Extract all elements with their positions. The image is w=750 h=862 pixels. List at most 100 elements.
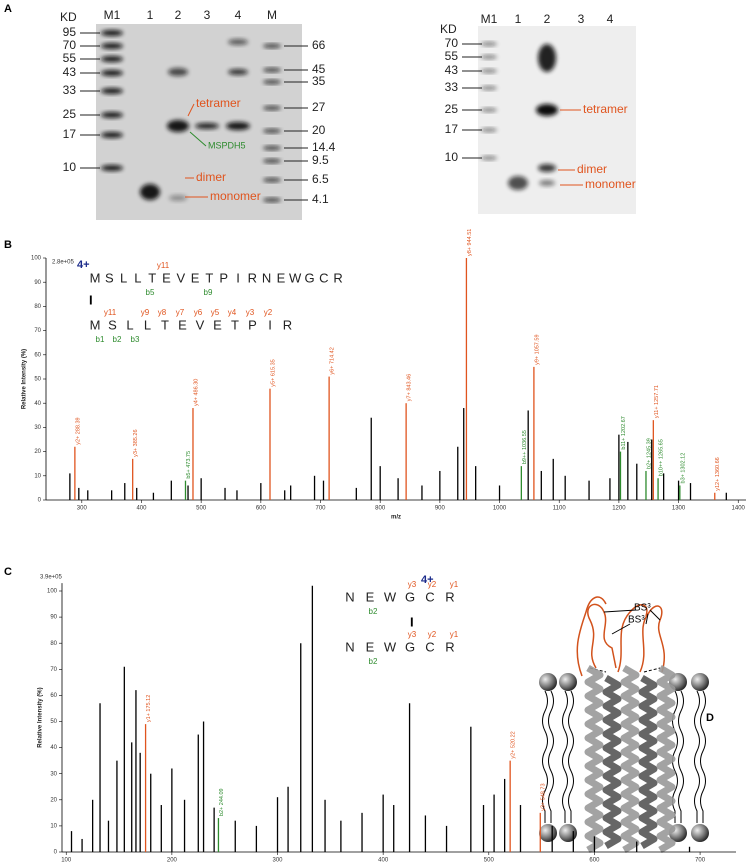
peak-label: y6+ 714.42 — [330, 347, 336, 374]
x-tick-label: 1000 — [493, 506, 507, 512]
residue: E — [178, 317, 187, 332]
gel-band — [481, 42, 497, 46]
marker-label: 25 — [63, 107, 77, 121]
marker-label: 43 — [445, 63, 459, 77]
y-ion: y7 — [176, 308, 185, 317]
lane-label: 1 — [515, 12, 522, 26]
residue: W — [289, 270, 302, 285]
y-ion: y2 — [428, 630, 437, 639]
lipid-tail — [562, 690, 568, 823]
y-ion: y2 — [264, 308, 273, 317]
loop — [576, 596, 607, 677]
peak-label: b11+ 1202.67 — [621, 416, 627, 449]
marker-label: 17 — [445, 122, 459, 136]
gel-band — [538, 44, 556, 72]
y-ion: y3 — [408, 580, 417, 589]
gel-band — [167, 120, 189, 132]
gel-band — [481, 86, 497, 90]
bs3-label: BS³ — [634, 603, 651, 614]
residue: E — [191, 270, 200, 285]
gel-band — [539, 180, 555, 186]
annotation: dimer — [196, 170, 226, 184]
peak-label: b10++ 1265.65 — [659, 439, 665, 476]
residue: R — [333, 270, 342, 285]
residue: R — [248, 270, 257, 285]
marker-label: 33 — [63, 83, 77, 97]
loop — [587, 603, 617, 669]
gel-band — [481, 108, 497, 112]
residue: R — [445, 589, 454, 604]
residue: E — [277, 270, 286, 285]
y-tick-label: 60 — [50, 693, 57, 699]
gel-band — [263, 178, 281, 182]
crosslink-label: I — [89, 292, 93, 307]
residue: T — [148, 270, 156, 285]
x-tick-label: 600 — [589, 858, 600, 862]
gel-band — [263, 129, 281, 133]
y-tick-label: 0 — [38, 498, 42, 504]
residue: R — [283, 317, 292, 332]
lipid-head — [559, 824, 577, 842]
lane-label: 1 — [147, 8, 154, 22]
x-tick-label: 500 — [484, 858, 495, 862]
residue: V — [196, 317, 205, 332]
gel-band — [140, 184, 160, 200]
residue: L — [120, 270, 127, 285]
residue: W — [384, 639, 397, 654]
b-ion: b2 — [369, 607, 378, 616]
annotation: monomer — [585, 177, 636, 191]
scale-label: 2.8e+05 — [52, 260, 75, 266]
gel-band — [168, 68, 188, 76]
residue: L — [144, 317, 151, 332]
y-ion: y9 — [141, 308, 150, 317]
y-tick-label: 50 — [50, 719, 57, 725]
x-tick-label: 300 — [77, 506, 88, 512]
y-ion: y1 — [450, 580, 459, 589]
gel-band — [538, 164, 556, 172]
helix — [620, 664, 640, 854]
x-axis-label: m/z — [391, 515, 401, 521]
gel-band — [508, 176, 528, 190]
marker-label: 14.4 — [312, 140, 336, 154]
peak-label: y9+ 1057.59 — [534, 334, 540, 364]
y-tick-label: 20 — [50, 797, 57, 803]
lipid-head — [691, 673, 709, 691]
marker-label: 45 — [312, 62, 326, 76]
marker-label: 27 — [312, 100, 326, 114]
peak-label: y3+ 548.73 — [541, 783, 547, 810]
residue: G — [304, 270, 314, 285]
lipid-tail — [700, 690, 706, 823]
annotation: tetramer — [583, 102, 628, 116]
loop — [639, 605, 665, 673]
peak-label: b3+ 1302.12 — [680, 453, 686, 484]
residue: E — [162, 270, 171, 285]
gel-a-background — [96, 24, 302, 220]
y-tick-label: 90 — [50, 615, 57, 621]
lane-label: M1 — [104, 8, 121, 22]
peak-label: y7+ 843.46 — [407, 374, 413, 401]
gel-band — [101, 132, 123, 138]
residue: P — [219, 270, 228, 285]
x-tick-label: 300 — [273, 858, 284, 862]
annotation: monomer — [210, 189, 261, 203]
gel-band — [101, 56, 123, 62]
residue: P — [248, 317, 257, 332]
lane-label: 3 — [578, 12, 585, 26]
marker-label: 17 — [63, 127, 77, 141]
marker-label: 10 — [445, 150, 459, 164]
crosslink-label: I — [410, 614, 414, 629]
y-tick-label: 100 — [31, 256, 42, 262]
peak-label: b2+ 1245.39 — [646, 438, 652, 469]
marker-label: 95 — [63, 25, 77, 39]
residue: N — [345, 639, 354, 654]
x-tick-label: 100 — [61, 858, 72, 862]
y-tick-label: 80 — [50, 641, 57, 647]
gel-band — [101, 70, 123, 76]
lane-label: 4 — [235, 8, 242, 22]
marker-label: 6.5 — [312, 172, 329, 186]
lane-label: M — [267, 8, 277, 22]
gel-band — [195, 123, 219, 129]
lipid-head — [691, 824, 709, 842]
y-tick-label: 70 — [50, 667, 57, 673]
